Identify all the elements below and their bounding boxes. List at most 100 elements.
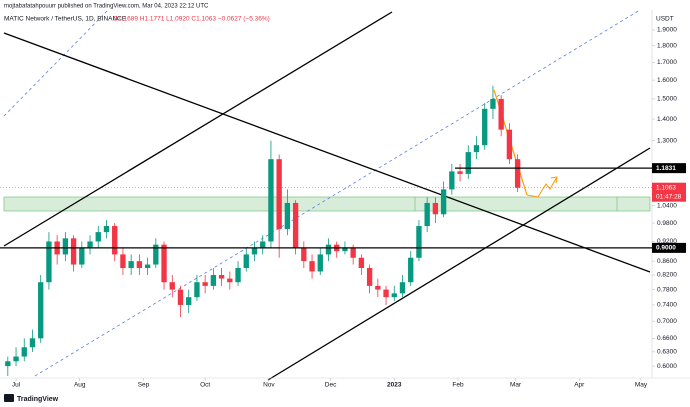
trend-line [267, 147, 651, 381]
candle-body [243, 254, 249, 268]
y-tick-label: 0.7400 [657, 302, 677, 309]
brand: TradingView [17, 396, 59, 403]
candle-body [391, 293, 397, 298]
candle-body [268, 159, 274, 242]
y-tick-label: 1.4000 [657, 116, 677, 123]
y-tick-label: 0.6300 [657, 349, 677, 356]
x-tick-label: Oct [200, 382, 210, 389]
candle-body [498, 98, 504, 130]
candle-body [342, 247, 348, 252]
candle-body [87, 241, 93, 248]
candle-body [194, 282, 200, 298]
trend-line [3, 32, 651, 273]
y-tick-label: 1.5000 [657, 96, 677, 103]
candle-body [70, 238, 77, 265]
candle-body [38, 282, 44, 339]
candle-body [325, 244, 332, 255]
channel-line [34, 9, 641, 377]
candle-body [235, 267, 241, 283]
x-tick-label: Mar [510, 382, 522, 389]
candle-body [440, 189, 447, 215]
x-tick-label: Nov [263, 382, 275, 389]
level-label: 1.1831 [656, 165, 676, 172]
candle-body [490, 98, 496, 109]
candle-body [276, 159, 282, 230]
candle-body [366, 267, 373, 286]
candle-body [62, 238, 69, 255]
candle-body [432, 202, 439, 215]
candle-body [301, 247, 307, 262]
candle-body [449, 171, 455, 190]
candle-body [21, 347, 27, 357]
candle-body [465, 152, 471, 174]
drawings [3, 9, 651, 381]
candle-body [416, 226, 422, 258]
candle-body [46, 241, 52, 283]
candle-body [473, 145, 480, 153]
y-tick-label: 1.6000 [657, 77, 677, 84]
symbol-title: MATIC Network / TetherUS, 1D, BINANCE [4, 16, 127, 23]
candle-body [177, 289, 184, 305]
y-tick-label: 1.7000 [657, 59, 677, 66]
candle-body [128, 261, 134, 268]
candle-body [399, 282, 406, 294]
candle-body [153, 244, 159, 265]
candle-body [284, 202, 291, 230]
publisher: mojtabafatahpouurr published on TradingV… [4, 4, 209, 10]
brand-logo [4, 394, 14, 402]
candle-body [408, 257, 414, 283]
candle-body [260, 241, 266, 248]
y-tick-label: 0.8600 [657, 258, 677, 265]
y-tick-label: 1.0400 [657, 202, 677, 209]
candle-body [457, 171, 463, 174]
arrow-head [550, 176, 558, 184]
candle-body [29, 338, 36, 348]
y-tick-label: 0.7800 [657, 286, 677, 293]
y-tick-label: 1.8000 [657, 42, 677, 49]
candle-body [136, 261, 143, 268]
candle-body [358, 257, 365, 268]
y-tick-label: 0.8200 [657, 272, 677, 279]
level-label-box [652, 163, 686, 174]
candle-body [375, 285, 381, 290]
candle-body [383, 289, 389, 298]
y-tick-label: 0.6000 [657, 363, 677, 370]
y-tick-label: 1.3000 [657, 137, 677, 144]
candle-body [161, 244, 167, 283]
candle-body [424, 202, 430, 227]
x-tick-label: 2023 [387, 382, 402, 389]
ohlc-legend: O1.1689 H1.1771 L1.0920 C1.1063 −0.0627 … [113, 16, 270, 23]
price-unit: USDT [656, 16, 674, 23]
candle-body [103, 226, 110, 233]
x-tick-label: Sep [138, 382, 150, 389]
y-tick-label: 0.6600 [657, 335, 677, 342]
candle-body [251, 247, 258, 255]
x-tick-label: Feb [452, 382, 464, 389]
candle-body [202, 282, 208, 286]
y-tick-label: 0.9800 [657, 220, 677, 227]
last-price-label: 1.1063 [656, 184, 676, 191]
candle-body [95, 232, 101, 242]
x-tick-label: Jul [12, 382, 21, 389]
projection [526, 176, 558, 198]
last-price-box [652, 182, 686, 202]
trend-line [3, 11, 393, 247]
candle-body [350, 247, 356, 258]
x-tick-label: Dec [325, 382, 337, 389]
candle-body [210, 275, 217, 286]
x-tick-label: May [635, 382, 648, 389]
candle-body [186, 297, 192, 305]
candle-body [218, 275, 225, 279]
candle-body [227, 278, 233, 283]
y-tick-label: 0.9200 [657, 238, 677, 245]
countdown: 01:47:28 [656, 193, 682, 200]
y-tick-label: 1.9000 [657, 27, 677, 34]
candle-body [309, 261, 315, 272]
candle-body [144, 264, 151, 268]
support-zone [3, 196, 651, 212]
x-tick-label: Aug [74, 382, 86, 389]
candle-body [292, 202, 299, 248]
level-label-box [652, 242, 686, 253]
